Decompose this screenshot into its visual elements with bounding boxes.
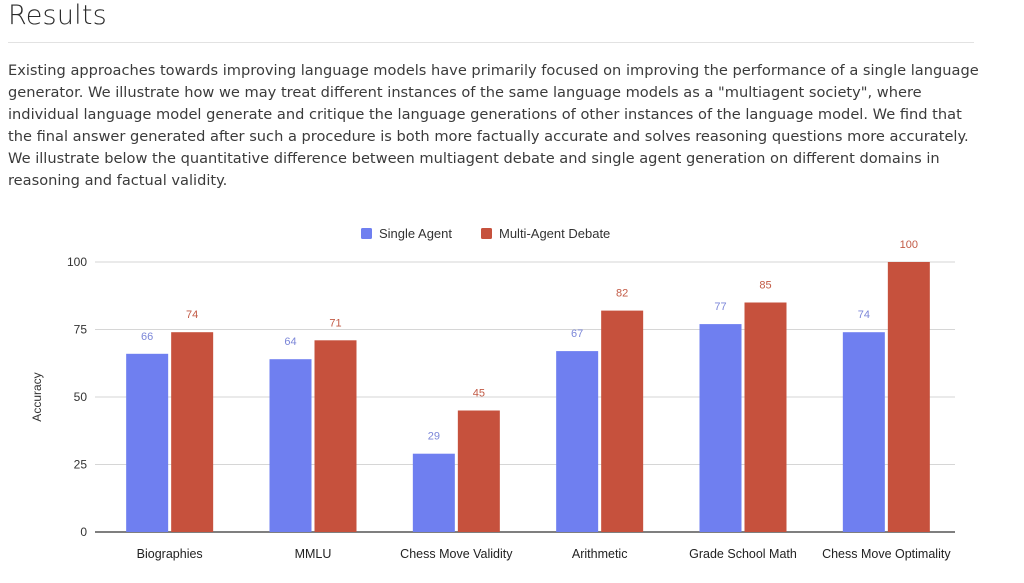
- legend-swatch: [361, 228, 372, 239]
- y-axis-title: Accuracy: [30, 372, 44, 421]
- bar: [269, 359, 312, 532]
- title-divider: [8, 42, 974, 43]
- bar: [126, 353, 169, 532]
- bar-data-label: 74: [186, 309, 198, 321]
- legend-swatch: [481, 228, 492, 239]
- y-tick-label: 0: [80, 525, 87, 539]
- page-title: Results: [8, 0, 107, 31]
- bar: [699, 324, 742, 532]
- bar-data-label: 45: [473, 388, 485, 400]
- bar: [556, 351, 599, 532]
- y-tick-label: 100: [67, 255, 87, 269]
- intro-paragraph: Existing approaches towards improving la…: [8, 62, 979, 189]
- bar: [744, 302, 787, 532]
- bar-data-label: 66: [141, 331, 153, 343]
- bar: [842, 332, 885, 532]
- y-tick-label: 50: [74, 390, 88, 404]
- bar-data-label: 74: [858, 309, 870, 321]
- bar-data-label: 71: [329, 317, 341, 329]
- legend-label: Multi-Agent Debate: [499, 226, 610, 241]
- chart-svg: 0 25 50 75 100 Accuracy Single Agent Multi-Agen…: [30, 226, 955, 561]
- y-tick-label: 75: [74, 323, 88, 337]
- x-tick-label: Grade School Math: [689, 547, 797, 561]
- y-tick-label: 25: [74, 458, 88, 472]
- x-tick-label: Biographies: [137, 547, 203, 561]
- x-tick-label: MMLU: [295, 547, 332, 561]
- bar: [314, 340, 357, 532]
- bar-data-label: 77: [714, 301, 726, 313]
- x-tick-label: Arithmetic: [572, 547, 628, 561]
- bar-data-label: 67: [571, 328, 583, 340]
- bar: [601, 310, 644, 532]
- bar-data-label: 100: [900, 239, 918, 251]
- bar-data-label: 64: [284, 336, 296, 348]
- bar: [887, 262, 930, 532]
- bar: [412, 453, 455, 532]
- bar: [457, 410, 500, 532]
- bar-data-label: 29: [428, 431, 440, 443]
- x-tick-label: Chess Move Optimality: [822, 547, 951, 561]
- legend-label: Single Agent: [379, 226, 452, 241]
- accuracy-bar-chart: 0 25 50 75 100 Accuracy Single Agent Multi-Agen…: [0, 215, 1024, 583]
- x-tick-label: Chess Move Validity: [400, 547, 513, 561]
- bar-data-label: 82: [616, 288, 628, 300]
- bar: [171, 332, 214, 532]
- bar-data-label: 85: [759, 280, 771, 292]
